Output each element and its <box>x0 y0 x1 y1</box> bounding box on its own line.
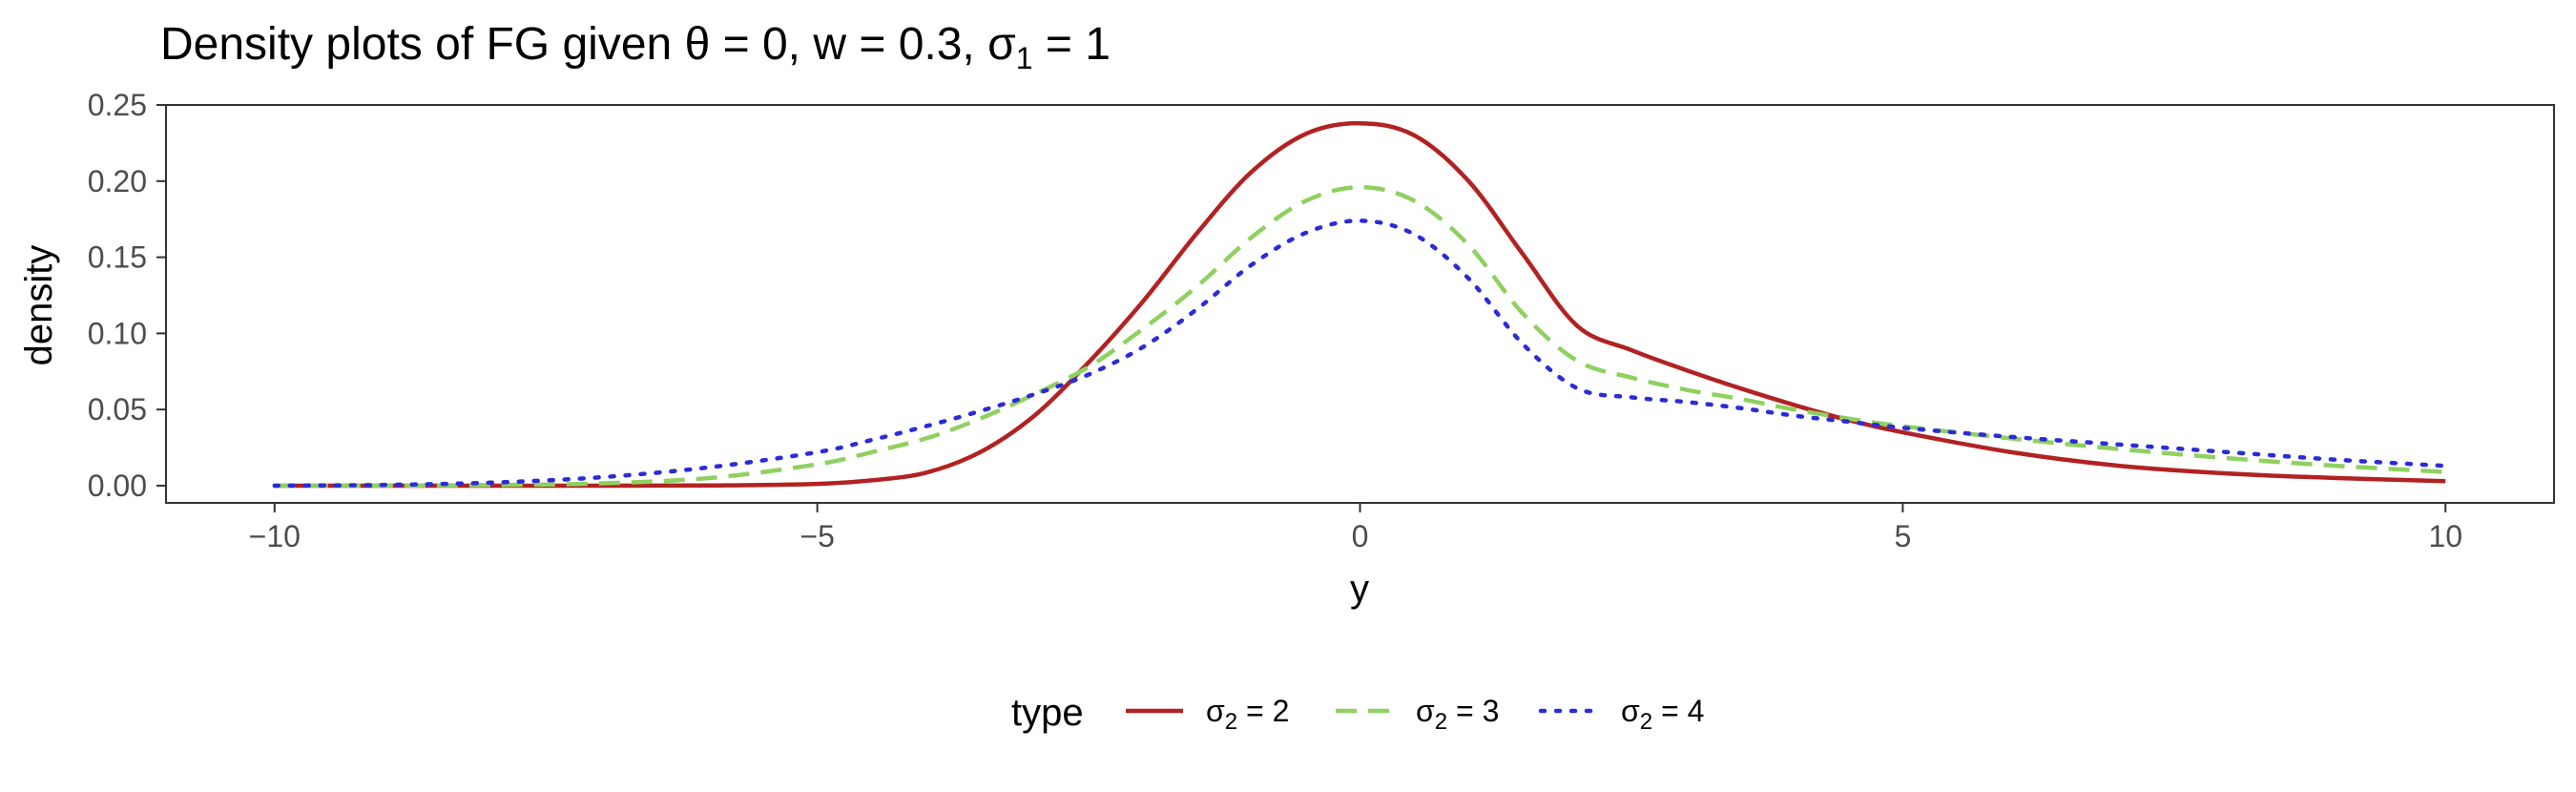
series-sigma2-4-line <box>272 219 2448 489</box>
legend-label-2: σ2 = 3 <box>1416 694 1499 735</box>
legend-label-tail: = 4 <box>1652 694 1704 728</box>
legend-label-subscript: 2 <box>1435 709 1447 735</box>
legend: type σ2 = 2 σ2 = 3 σ2 = 4 <box>1011 692 1704 735</box>
legend-label-subscript: 2 <box>1225 709 1237 735</box>
x-tick-label: 5 <box>1894 519 1911 553</box>
x-tick-label: 0 <box>1352 519 1369 553</box>
legend-label-3: σ2 = 4 <box>1621 694 1704 735</box>
legend-label-tail: = 3 <box>1447 694 1499 728</box>
legend-label-1: σ2 = 2 <box>1206 694 1289 735</box>
legend-label-symbol: σ <box>1621 694 1640 728</box>
chart-title: Density plots of FG given θ = 0, w = 0.3… <box>160 19 1111 75</box>
x-tick-label: 10 <box>2428 519 2462 553</box>
legend-title: type <box>1011 692 1084 734</box>
legend-label-symbol: σ <box>1416 694 1435 728</box>
x-axis-title: y <box>1350 568 1369 610</box>
legend-label-symbol: σ <box>1206 694 1225 728</box>
plot-panel <box>165 104 2555 504</box>
y-tick-label: 0.20 <box>88 164 147 198</box>
x-axis: −10 −5 0 5 10 <box>249 503 2462 553</box>
series-layer <box>272 120 2448 489</box>
chart-title-tail: = 1 <box>1033 19 1111 70</box>
y-axis-title: density <box>18 245 60 366</box>
legend-label-tail: = 2 <box>1237 694 1289 728</box>
legend-label-subscript: 2 <box>1640 709 1652 735</box>
y-tick-label: 0.25 <box>88 88 147 122</box>
chart-title-main: Density plots of FG given θ = 0, w = 0.3… <box>160 19 1016 70</box>
series-sigma2-3-line <box>274 184 2446 489</box>
y-tick-label: 0.15 <box>88 240 147 275</box>
chart-title-subscript: 1 <box>1016 41 1033 75</box>
x-tick-label: −10 <box>249 519 301 553</box>
x-tick-label: −5 <box>800 519 834 553</box>
y-axis: 0.00 0.05 0.10 0.15 0.20 0.25 <box>88 88 166 503</box>
y-tick-label: 0.05 <box>88 392 147 427</box>
series-sigma2-2-line <box>274 120 2446 489</box>
y-tick-label: 0.10 <box>88 316 147 350</box>
y-tick-label: 0.00 <box>88 469 147 503</box>
